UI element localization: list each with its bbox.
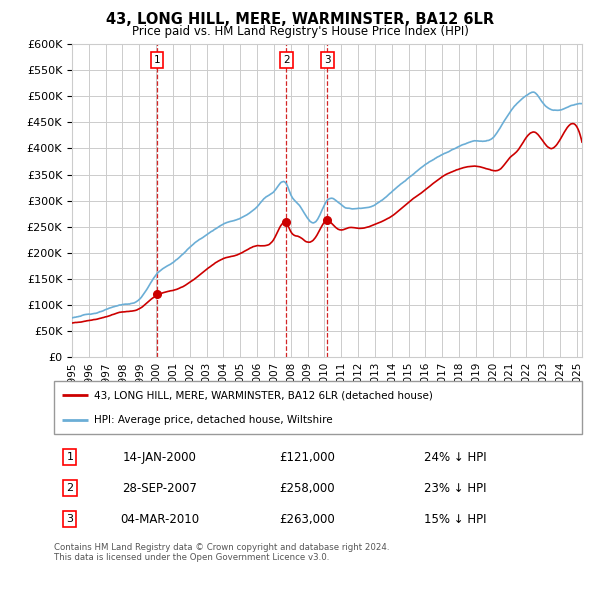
Text: 04-MAR-2010: 04-MAR-2010 xyxy=(120,513,199,526)
Text: 43, LONG HILL, MERE, WARMINSTER, BA12 6LR: 43, LONG HILL, MERE, WARMINSTER, BA12 6L… xyxy=(106,12,494,27)
Text: Price paid vs. HM Land Registry's House Price Index (HPI): Price paid vs. HM Land Registry's House … xyxy=(131,25,469,38)
Text: 28-SEP-2007: 28-SEP-2007 xyxy=(122,481,197,495)
Text: 24% ↓ HPI: 24% ↓ HPI xyxy=(424,451,487,464)
Text: 23% ↓ HPI: 23% ↓ HPI xyxy=(424,481,487,495)
Text: 43, LONG HILL, MERE, WARMINSTER, BA12 6LR (detached house): 43, LONG HILL, MERE, WARMINSTER, BA12 6L… xyxy=(94,391,433,401)
Text: 1: 1 xyxy=(67,453,73,462)
Text: 3: 3 xyxy=(324,55,331,65)
Text: 2: 2 xyxy=(66,483,73,493)
Text: £263,000: £263,000 xyxy=(280,513,335,526)
Text: 1: 1 xyxy=(154,55,160,65)
Text: Contains HM Land Registry data © Crown copyright and database right 2024.
This d: Contains HM Land Registry data © Crown c… xyxy=(54,543,389,562)
Text: £258,000: £258,000 xyxy=(280,481,335,495)
Text: 3: 3 xyxy=(67,514,73,524)
Text: 14-JAN-2000: 14-JAN-2000 xyxy=(122,451,197,464)
Text: 15% ↓ HPI: 15% ↓ HPI xyxy=(424,513,487,526)
Text: £121,000: £121,000 xyxy=(280,451,335,464)
Text: HPI: Average price, detached house, Wiltshire: HPI: Average price, detached house, Wilt… xyxy=(94,415,332,425)
FancyBboxPatch shape xyxy=(54,381,582,434)
Text: 2: 2 xyxy=(283,55,290,65)
